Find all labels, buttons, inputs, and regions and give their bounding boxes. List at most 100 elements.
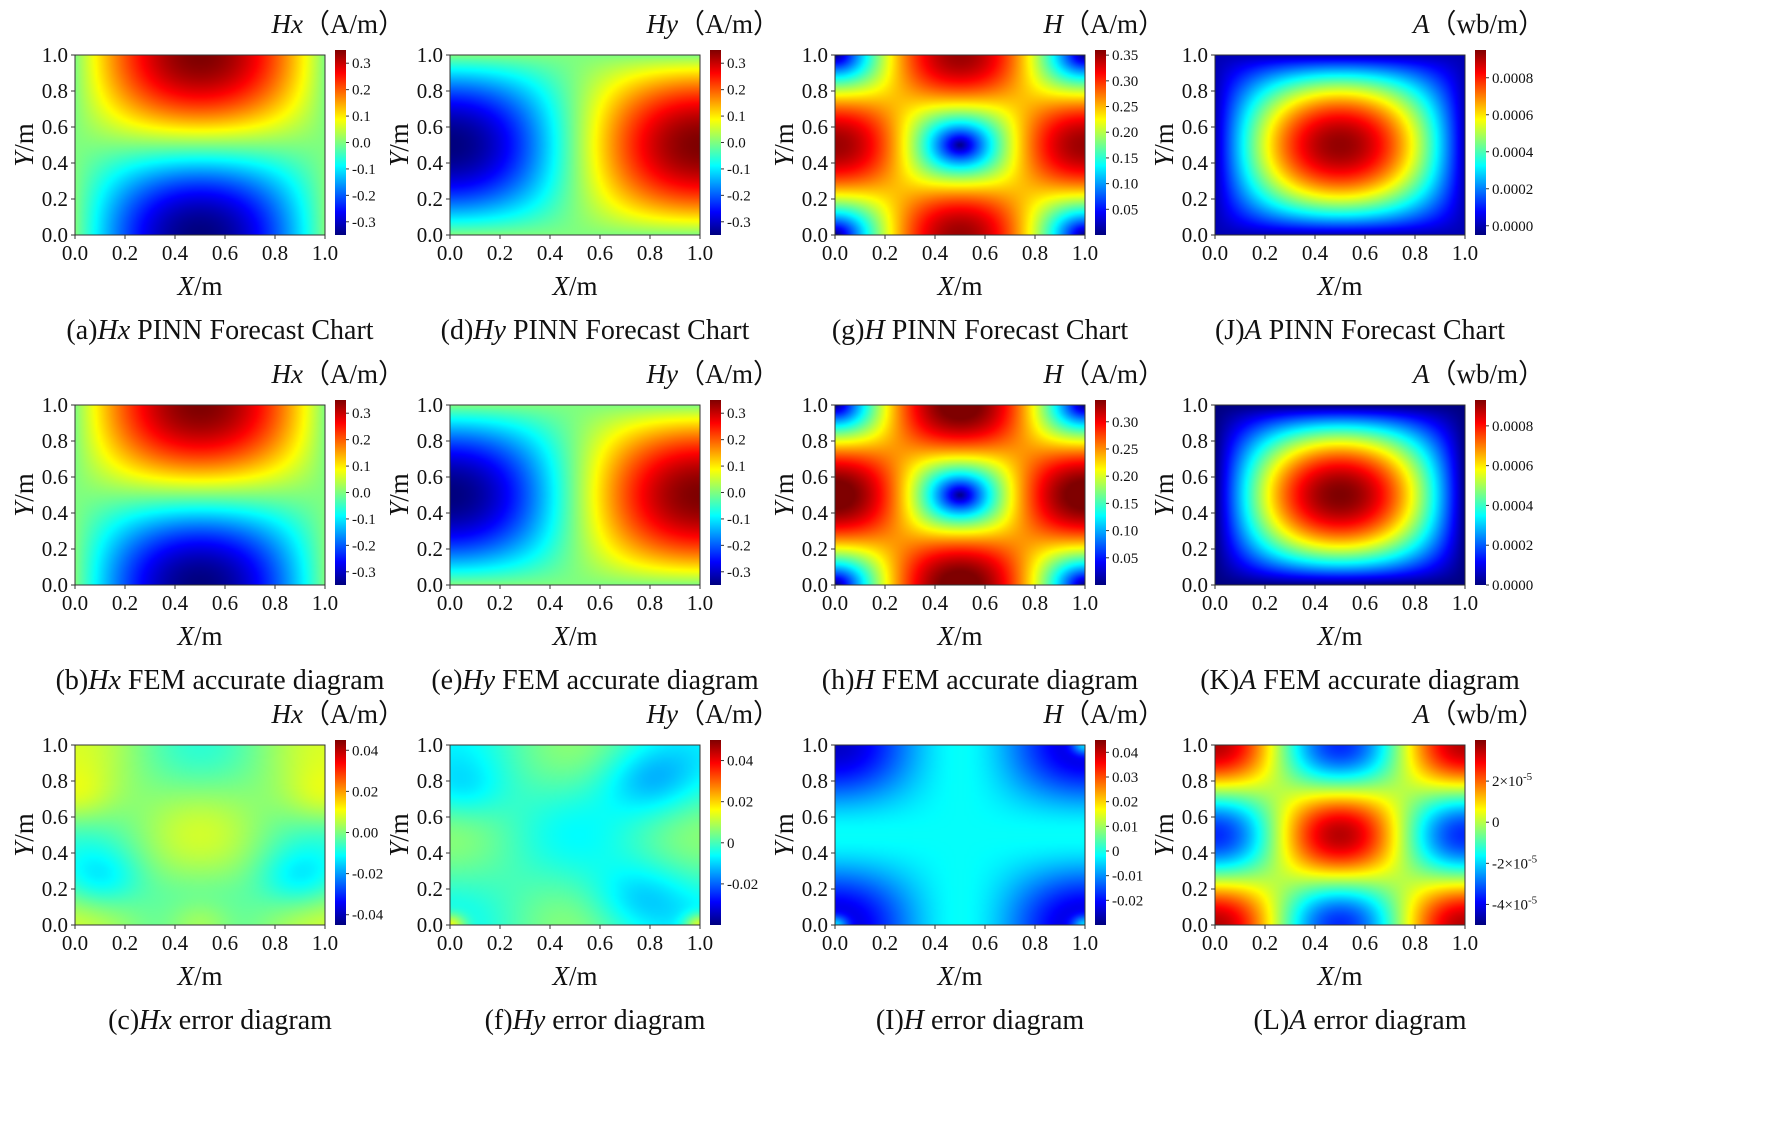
panel-e: 0.0 0.2 0.4 0.6 0.8 1.0 0.0 0.2 0.4 0.6 0.8 1.0 X/m Y… bbox=[384, 359, 825, 740]
colorbar-tick-label: 0.10 bbox=[1112, 177, 1138, 193]
x-axis-label: X/m bbox=[551, 961, 597, 991]
y-tick-label: 1.0 bbox=[1182, 393, 1208, 417]
heatmap-image bbox=[450, 745, 700, 925]
caption-I: (I)H error diagram bbox=[875, 1005, 1085, 1036]
quantity-title: A（wb/m） bbox=[1411, 699, 1545, 729]
x-tick-label: 1.0 bbox=[312, 241, 338, 265]
x-tick-label: 1.0 bbox=[1452, 931, 1478, 955]
heatmap-image bbox=[835, 745, 1085, 925]
colorbar-tick-label: 0.0006 bbox=[1492, 108, 1534, 124]
y-tick-label: 1.0 bbox=[417, 43, 443, 67]
colorbar-tick-label: -0.3 bbox=[352, 565, 376, 581]
quantity-title: Hy（A/m） bbox=[646, 359, 781, 389]
colorbar-tick-label: 0.3 bbox=[727, 406, 746, 422]
panel-chart-e: 0.0 0.2 0.4 0.6 0.8 1.0 0.0 0.2 0.4 0.6 0.8 1.0 X/m Y… bbox=[384, 359, 781, 651]
y-tick-label: 0.8 bbox=[42, 79, 68, 103]
x-tick-label: 0.2 bbox=[872, 931, 898, 955]
y-tick-label: 0.6 bbox=[1182, 465, 1208, 489]
plot-frame bbox=[74, 54, 326, 236]
quantity-title: Hy（A/m） bbox=[646, 9, 781, 39]
y-tick-label: 1.0 bbox=[802, 43, 828, 67]
quantity-title: A（wb/m） bbox=[1411, 359, 1545, 389]
y-tick-label: 0.0 bbox=[802, 573, 828, 597]
y-tick-label: 0.8 bbox=[42, 429, 68, 453]
panel-chart-g: 0.0 0.2 0.4 0.6 0.8 1.0 0.0 0.2 0.4 0.6 0.8 1.0 X/m Y… bbox=[769, 9, 1165, 301]
panel-J: 0.0 0.2 0.4 0.6 0.8 1.0 0.0 0.2 0.4 0.6 0.8 1.0 X/m Y… bbox=[1149, 9, 1590, 390]
x-tick-label: 0.6 bbox=[1352, 591, 1378, 615]
x-tick-label: 0.2 bbox=[872, 591, 898, 615]
colorbar-tick-label: 0.0008 bbox=[1492, 71, 1533, 87]
x-tick-label: 0.6 bbox=[587, 931, 613, 955]
plot-frame bbox=[1214, 744, 1466, 926]
colorbar-tick-label: 0.15 bbox=[1112, 496, 1138, 512]
colorbar-tick-label: -0.02 bbox=[352, 867, 383, 883]
colorbar-tick-label: 0.0000 bbox=[1492, 219, 1533, 235]
y-tick-label: 0.0 bbox=[1182, 913, 1208, 937]
quantity-title: H（A/m） bbox=[1042, 359, 1165, 389]
x-tick-label: 0.6 bbox=[972, 591, 998, 615]
y-tick-label: 0.6 bbox=[417, 805, 443, 829]
x-tick-label: 1.0 bbox=[1452, 241, 1478, 265]
x-tick-label: 0.4 bbox=[922, 241, 949, 265]
panel-a: 0.0 0.2 0.4 0.6 0.8 1.0 0.0 0.2 0.4 0.6 0.8 1.0 X/m Y… bbox=[9, 9, 450, 390]
colorbar bbox=[1475, 740, 1486, 925]
x-tick-label: 0.8 bbox=[262, 591, 288, 615]
y-tick-label: 0.6 bbox=[417, 115, 443, 139]
x-tick-label: 0.4 bbox=[162, 591, 189, 615]
panel-b: 0.0 0.2 0.4 0.6 0.8 1.0 0.0 0.2 0.4 0.6 0.8 1.0 X/m Y… bbox=[9, 359, 450, 740]
colorbar-tick-label: 0.3 bbox=[727, 56, 746, 72]
colorbar-tick-label: 0.02 bbox=[352, 784, 378, 800]
colorbar-tick-label: 0.3 bbox=[352, 56, 371, 72]
colorbar-tick-label: 0 bbox=[1112, 844, 1120, 860]
y-tick-label: 1.0 bbox=[1182, 733, 1208, 757]
y-axis-label: Y/m bbox=[384, 473, 414, 517]
colorbar-tick-label: -0.01 bbox=[1112, 869, 1143, 885]
panel-f: 0.0 0.2 0.4 0.6 0.8 1.0 0.0 0.2 0.4 0.6 0.8 1.0 X/m Y… bbox=[384, 699, 825, 1080]
y-tick-label: 1.0 bbox=[42, 733, 68, 757]
x-tick-label: 0.4 bbox=[537, 591, 564, 615]
x-tick-label: 0.0 bbox=[62, 591, 88, 615]
colorbar-tick-label: 0.04 bbox=[1112, 745, 1139, 761]
colorbar-tick-label: 0.3 bbox=[352, 406, 371, 422]
colorbar-tick-label: 0.1 bbox=[352, 109, 371, 125]
colorbar-tick-label: 0.05 bbox=[1112, 551, 1138, 567]
panel-c: 0.0 0.2 0.4 0.6 0.8 1.0 0.0 0.2 0.4 0.6 0.8 1.0 X/m Y… bbox=[9, 699, 450, 1080]
colorbar-tick-label: 0 bbox=[1492, 815, 1500, 831]
x-tick-label: 0.8 bbox=[262, 931, 288, 955]
quantity-title: Hy（A/m） bbox=[646, 699, 781, 729]
panel-chart-L: 0.0 0.2 0.4 0.6 0.8 1.0 0.0 0.2 0.4 0.6 0.8 1.0 X/m Y… bbox=[1149, 699, 1545, 991]
caption-g: (g)H PINN Forecast Chart bbox=[831, 315, 1129, 346]
caption-L: (L)A error diagram bbox=[1253, 1005, 1467, 1036]
y-tick-label: 0.2 bbox=[1182, 187, 1208, 211]
colorbar-tick-label: 0.0002 bbox=[1492, 538, 1533, 554]
y-tick-label: 0.4 bbox=[42, 841, 69, 865]
y-axis-label: Y/m bbox=[9, 123, 39, 167]
x-tick-label: 0.0 bbox=[62, 241, 88, 265]
y-tick-label: 0.2 bbox=[1182, 537, 1208, 561]
x-tick-label: 0.6 bbox=[1352, 931, 1378, 955]
y-tick-label: 0.4 bbox=[1182, 151, 1209, 175]
panel-h: 0.0 0.2 0.4 0.6 0.8 1.0 0.0 0.2 0.4 0.6 0.8 1.0 X/m Y… bbox=[769, 359, 1210, 740]
x-tick-label: 0.8 bbox=[1022, 591, 1048, 615]
colorbar-tick-label: -0.2 bbox=[727, 538, 751, 554]
y-axis-label: Y/m bbox=[1149, 473, 1179, 517]
x-tick-label: 0.2 bbox=[1252, 931, 1278, 955]
y-tick-label: 0.0 bbox=[42, 223, 68, 247]
y-tick-label: 0.8 bbox=[1182, 79, 1208, 103]
heatmap-image bbox=[1215, 405, 1465, 585]
plot-frame bbox=[74, 744, 326, 926]
colorbar-tick-label: 0.02 bbox=[1112, 795, 1138, 811]
y-tick-label: 0.6 bbox=[1182, 115, 1208, 139]
y-tick-label: 0.8 bbox=[1182, 429, 1208, 453]
colorbar-tick-label: -4×10-5 bbox=[1492, 894, 1538, 913]
y-tick-label: 0.6 bbox=[802, 115, 828, 139]
y-tick-label: 0.0 bbox=[802, 913, 828, 937]
y-tick-label: 1.0 bbox=[42, 393, 68, 417]
colorbar-tick-label: 0.35 bbox=[1112, 48, 1138, 64]
colorbar bbox=[1475, 50, 1486, 235]
x-tick-label: 0.0 bbox=[62, 931, 88, 955]
colorbar-tick-label: -0.3 bbox=[727, 565, 751, 581]
y-axis-label: Y/m bbox=[384, 123, 414, 167]
plot-frame bbox=[834, 54, 1086, 236]
y-tick-label: 0.4 bbox=[802, 501, 829, 525]
